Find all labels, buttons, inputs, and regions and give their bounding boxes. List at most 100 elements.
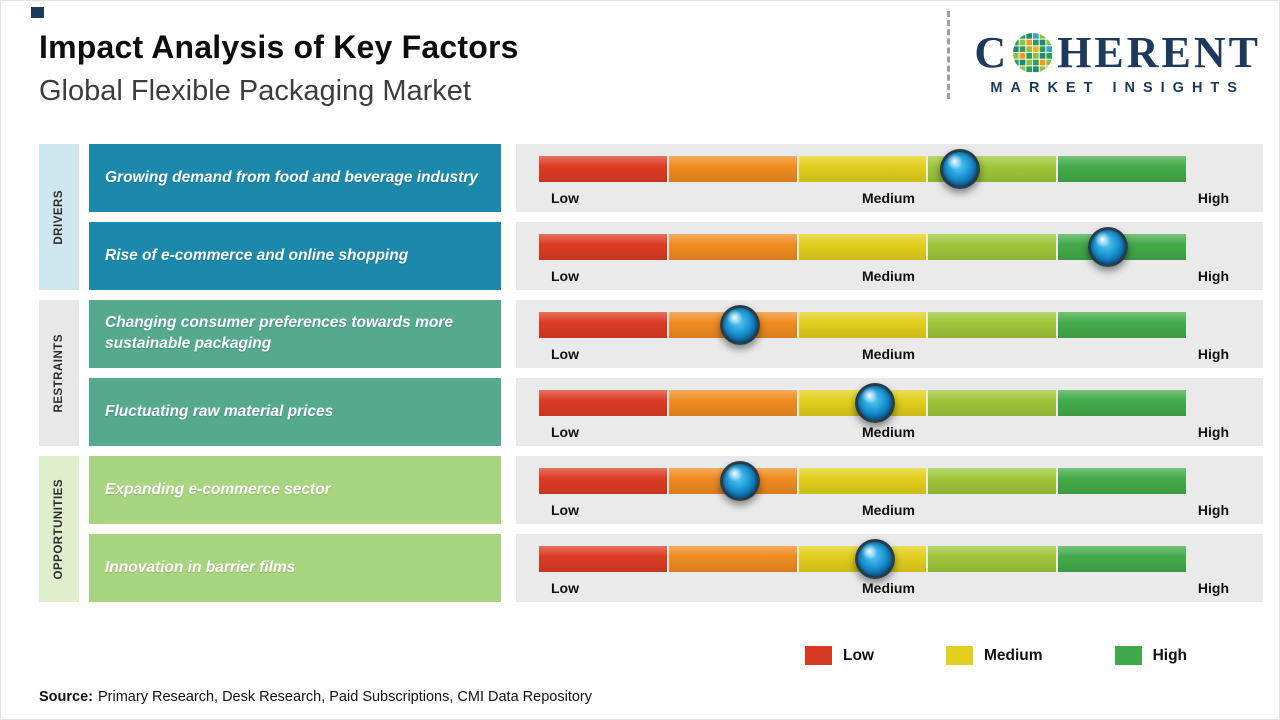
bar-segment-3 (798, 234, 927, 260)
header: Impact Analysis of Key Factors Global Fl… (39, 29, 519, 108)
impact-marker (1088, 227, 1129, 267)
scale-label-high: High (1197, 580, 1229, 596)
bar-segment-3 (798, 156, 927, 182)
group-rows: Growing demand from food and beverage in… (89, 144, 1263, 290)
factor-group-restraints: RESTRAINTS Changing consumer preferences … (39, 300, 1263, 446)
bar-segment-5 (1058, 312, 1186, 338)
legend-label: High (1152, 646, 1187, 664)
impact-bar-area: Low Medium High (516, 456, 1263, 524)
group-rows: Expanding e-commerce sector Low Medium High… (89, 456, 1263, 602)
source-label: Source: (39, 689, 93, 705)
legend-item-medium: Medium (946, 646, 1043, 665)
factor-box: Changing consumer preferences towards mo… (89, 300, 501, 368)
scale-label-medium: Medium (862, 502, 915, 518)
group-label: OPPORTUNITIES (53, 478, 65, 580)
factor-group-drivers: DRIVERS Growing demand from food and beve… (39, 144, 1263, 290)
legend-label: Medium (984, 646, 1043, 664)
factor-row: Fluctuating raw material prices Low Medium… (89, 378, 1263, 446)
bar-segment-2 (668, 156, 797, 182)
legend-swatch (946, 646, 973, 665)
bar-segment-5 (1058, 546, 1186, 572)
bar-segment-2 (668, 390, 797, 416)
factor-group-opportunities: OPPORTUNITIES Expanding e-commerce sector… (39, 456, 1263, 602)
logo-text-suffix: HERENT (1057, 28, 1261, 77)
impact-scale-bar (539, 227, 1186, 267)
impact-marker (855, 539, 896, 579)
impact-marker (719, 305, 760, 345)
group-label: RESTRAINTS (53, 333, 65, 413)
scale-label-medium: Medium (862, 268, 915, 284)
scale-labels: Low Medium High (551, 268, 1229, 284)
globe-mosaic-icon (1012, 32, 1054, 74)
impact-bar-area: Low Medium High (516, 534, 1263, 602)
factor-label: Fluctuating raw material prices (105, 402, 334, 420)
scale-label-high: High (1197, 190, 1229, 206)
factor-row: Rise of e-commerce and online shopping Lo… (89, 222, 1263, 290)
scale-label-medium: Medium (862, 346, 915, 362)
scale-label-low: Low (551, 190, 579, 206)
factor-box: Expanding e-commerce sector (89, 456, 501, 524)
impact-bar-area: Low Medium High (516, 300, 1263, 368)
impact-legend: Low Medium High (805, 646, 1187, 665)
scale-label-low: Low (551, 424, 579, 440)
bar-segment-1 (539, 546, 667, 572)
bar-segment-2 (668, 546, 797, 572)
factor-row: Expanding e-commerce sector Low Medium High (89, 456, 1263, 524)
factor-row: Changing consumer preferences towards mo… (89, 300, 1263, 368)
legend-label: Low (843, 646, 874, 664)
factor-box: Innovation in barrier films (89, 534, 501, 602)
legend-item-high: High (1114, 646, 1187, 665)
scale-label-high: High (1197, 346, 1229, 362)
bar-segment-1 (539, 234, 667, 260)
group-sidebar-drivers: DRIVERS (39, 144, 79, 290)
page-subtitle: Global Flexible Packaging Market (39, 75, 471, 107)
scale-labels: Low Medium High (551, 502, 1229, 518)
impact-marker (939, 149, 980, 189)
impact-bar-area: Low Medium High (516, 144, 1263, 212)
factor-box: Fluctuating raw material prices (89, 378, 501, 446)
scale-label-low: Low (551, 502, 579, 518)
logo-separator (947, 11, 950, 99)
factor-row: Innovation in barrier films Low Medium High (89, 534, 1263, 602)
page-title: Impact Analysis of Key Factors (39, 29, 519, 65)
impact-marker (855, 383, 896, 423)
impact-scale-bar (539, 149, 1186, 189)
impact-scale-bar (539, 305, 1186, 345)
bar-segment-1 (539, 468, 667, 494)
impact-marker (719, 461, 760, 501)
legend-swatch (1114, 646, 1142, 665)
scale-label-high: High (1197, 268, 1229, 284)
scale-label-high: High (1197, 424, 1229, 440)
bar-segment-4 (928, 546, 1057, 572)
logo-wordmark: C HERENT (974, 31, 1261, 75)
legend-swatch (805, 646, 832, 665)
group-rows: Changing consumer preferences towards mo… (89, 300, 1263, 446)
bar-segment-4 (928, 468, 1057, 494)
impact-scale-bar (539, 461, 1186, 501)
bar-segment-5 (1058, 156, 1186, 182)
bar-segment-4 (928, 390, 1057, 416)
scale-label-low: Low (551, 346, 579, 362)
factor-box: Growing demand from food and beverage in… (89, 144, 501, 212)
bar-segment-3 (798, 312, 927, 338)
legend-item-low: Low (805, 646, 874, 665)
factor-label: Innovation in barrier films (105, 558, 296, 576)
impact-analysis-chart: DRIVERS Growing demand from food and beve… (39, 144, 1263, 602)
source-text: Primary Research, Desk Research, Paid Su… (98, 689, 592, 705)
factor-label: Rise of e-commerce and online shopping (105, 246, 409, 264)
scale-label-medium: Medium (862, 424, 915, 440)
logo-text-prefix: C (974, 28, 1010, 77)
bar-segment-5 (1058, 390, 1186, 416)
bar-segment-2 (668, 234, 797, 260)
scale-label-low: Low (551, 580, 579, 596)
scale-label-high: High (1197, 502, 1229, 518)
bar-segment-3 (798, 468, 927, 494)
group-label: DRIVERS (53, 189, 65, 245)
factor-row: Growing demand from food and beverage in… (89, 144, 1263, 212)
impact-scale-bar (539, 383, 1186, 423)
scale-labels: Low Medium High (551, 580, 1229, 596)
corner-accent (31, 7, 44, 18)
factor-box: Rise of e-commerce and online shopping (89, 222, 501, 290)
factor-label: Expanding e-commerce sector (105, 480, 331, 498)
